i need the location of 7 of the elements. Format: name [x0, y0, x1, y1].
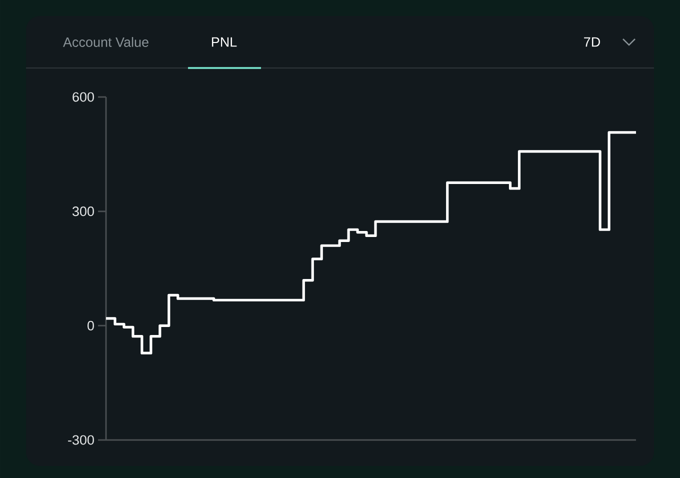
y-tick-label: 600 — [72, 92, 94, 102]
text: PNL — [212, 37, 237, 47]
y-tick-label: -300 — [68, 435, 94, 445]
text: Account Value — [63, 37, 148, 47]
text: 7D — [584, 37, 600, 47]
y-tick-label: 0 — [88, 320, 94, 330]
y-tick-label: 300 — [72, 206, 94, 216]
